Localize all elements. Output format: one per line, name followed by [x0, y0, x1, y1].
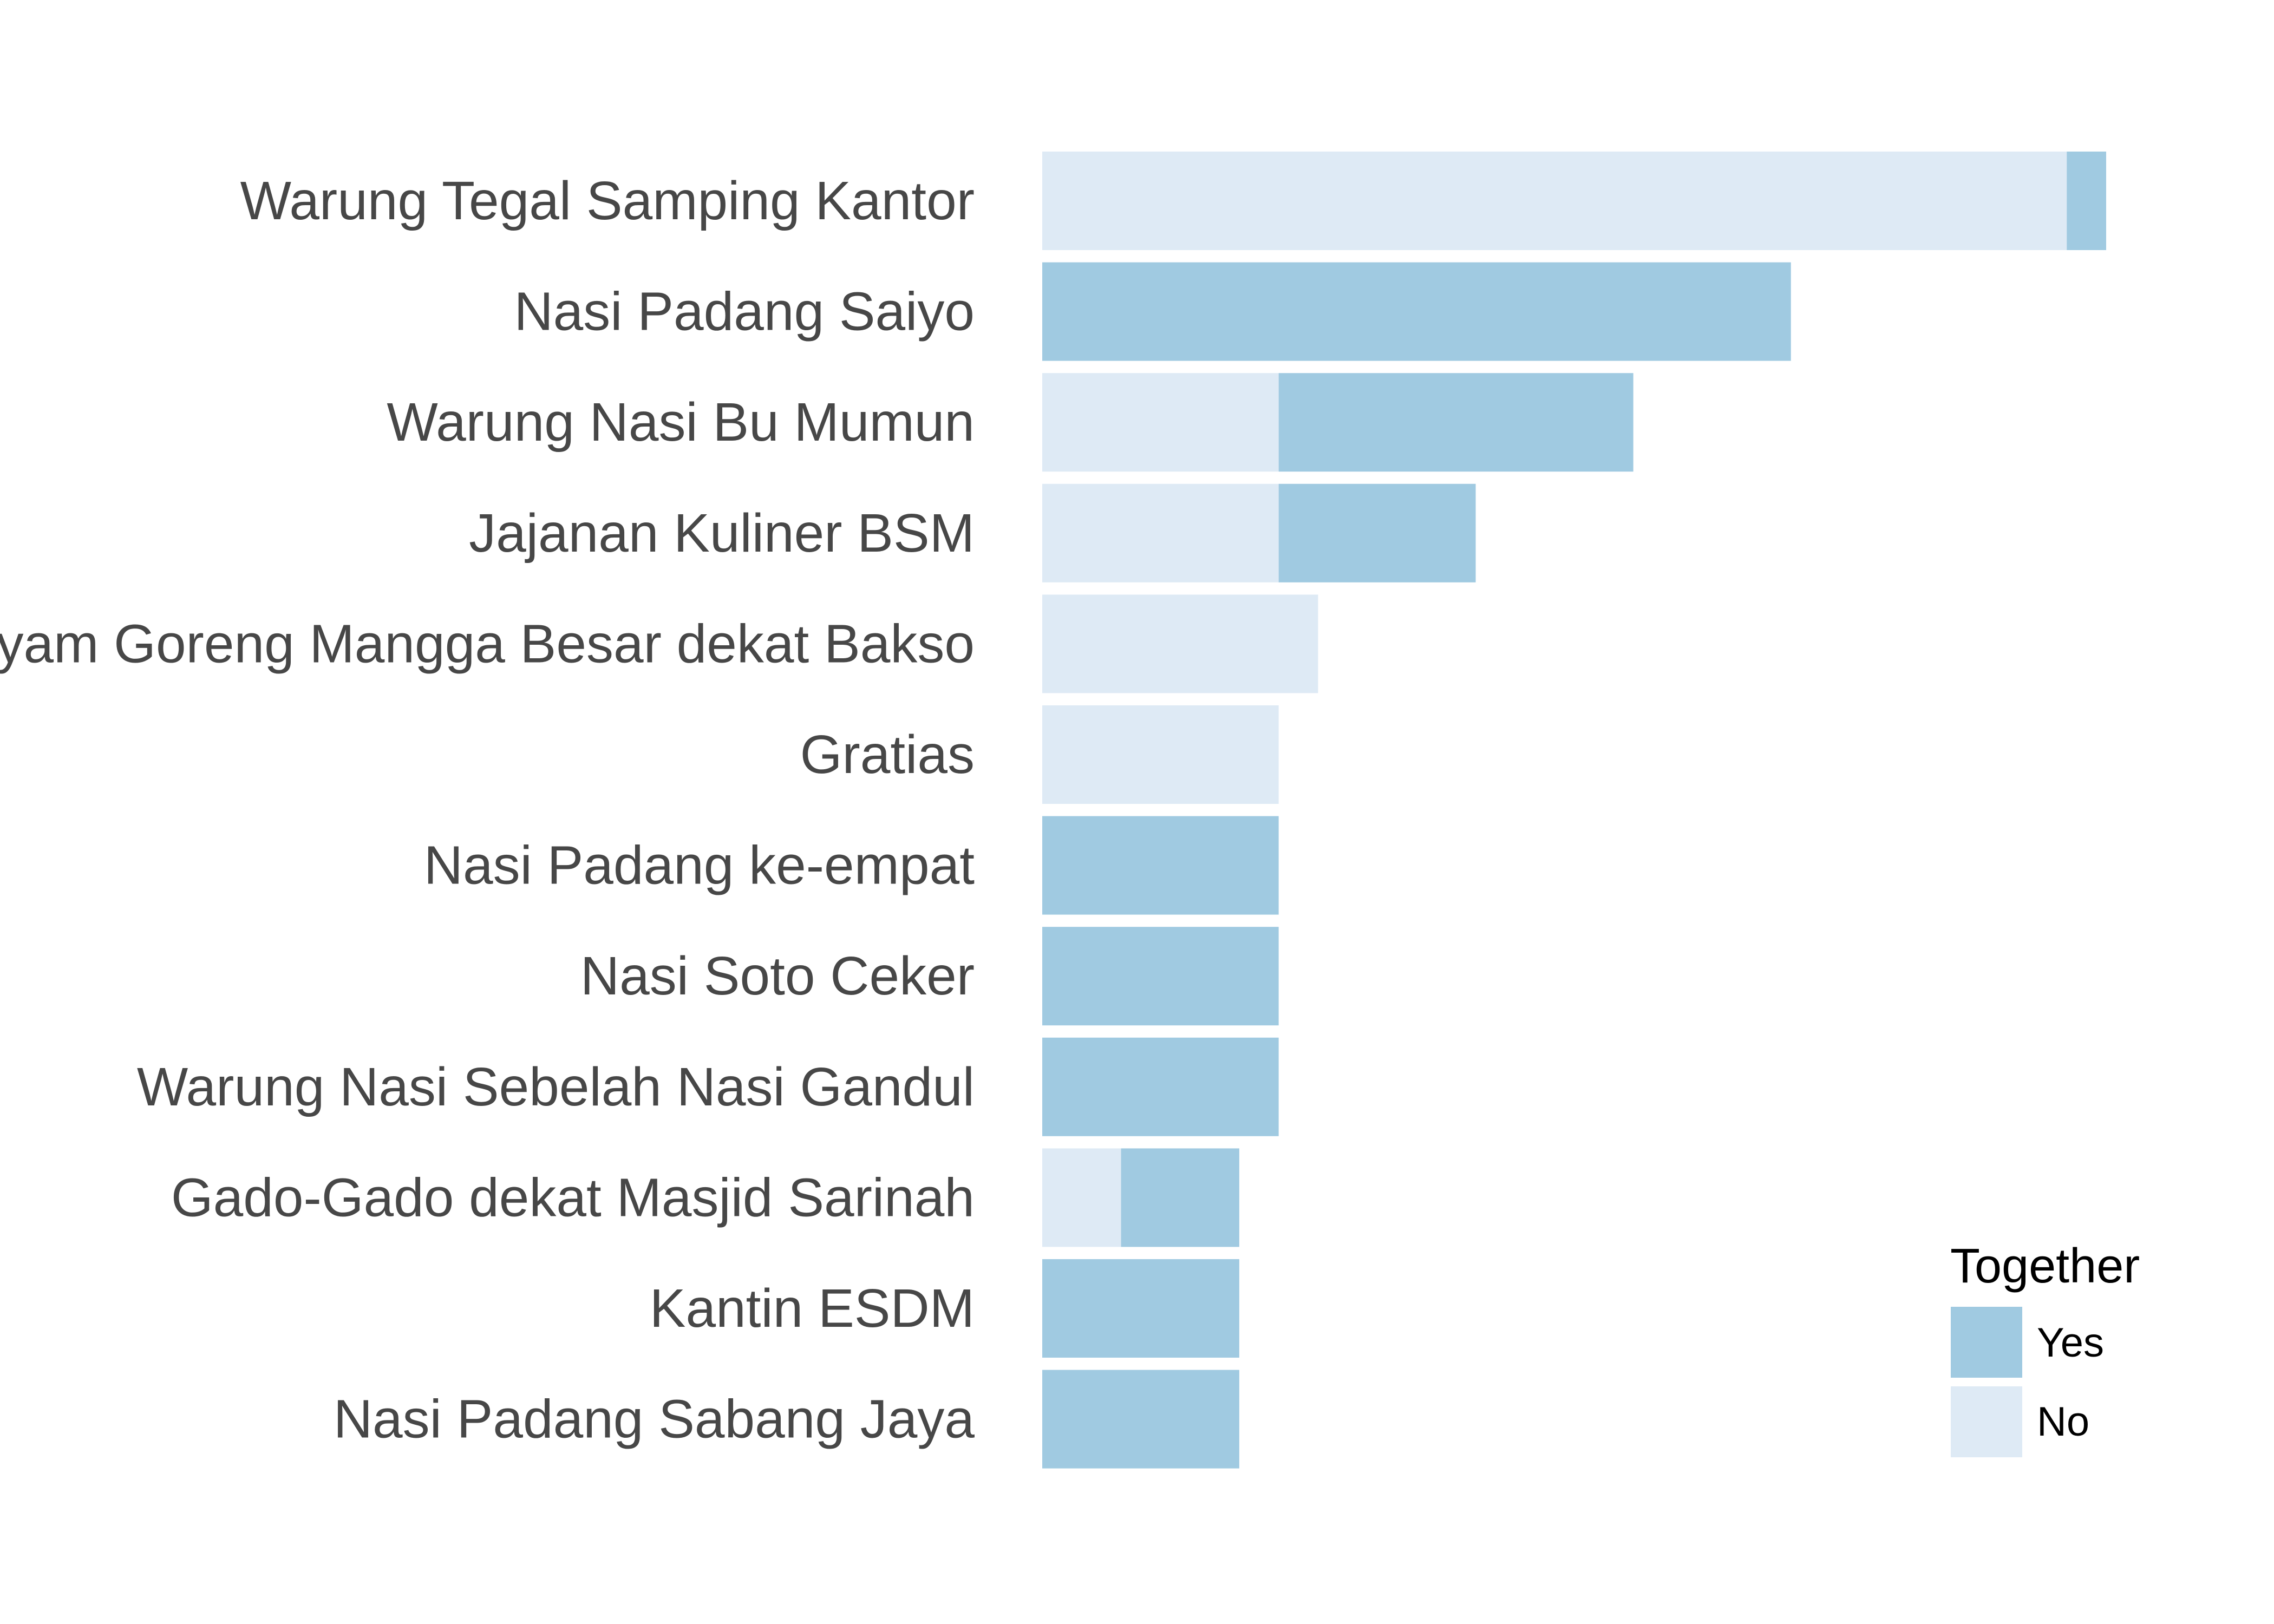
legend-label-no: No [2037, 1399, 2089, 1445]
bar-segment-yes [1042, 927, 1279, 1026]
bar-segment-yes [1042, 1259, 1239, 1358]
category-labels: Warung Tegal Samping Kantor Nasi Padang S… [0, 171, 975, 1450]
bar-segment-yes [1042, 1037, 1279, 1136]
bar-segment-no [1042, 705, 1279, 804]
bar-segment-yes [1042, 816, 1279, 915]
bar-segment-yes [2067, 152, 2106, 250]
bar-segment-yes [1042, 1370, 1239, 1469]
bar-segment-yes [1121, 1148, 1239, 1247]
category-label: Ayam Goreng Mangga Besar dekat Bakso [0, 613, 975, 674]
legend: Together Yes No [1950, 1239, 2140, 1457]
legend-swatch-yes [1951, 1307, 2022, 1378]
category-label: Warung Nasi Bu Mumun [387, 392, 975, 453]
bar-segment-yes [1278, 483, 1476, 582]
bar-segment-no [1042, 152, 2067, 250]
bar-segment-no [1042, 483, 1279, 582]
category-label: Gado-Gado dekat Masjid Sarinah [171, 1167, 975, 1228]
category-label: Nasi Padang ke-empat [424, 835, 975, 896]
category-label: Jajanan Kuliner BSM [469, 503, 975, 564]
category-label: Warung Tegal Samping Kantor [240, 171, 975, 231]
bar-segment-no [1042, 594, 1318, 693]
category-label: Kantin ESDM [650, 1278, 975, 1339]
category-label: Warung Nasi Sebelah Nasi Gandul [137, 1057, 975, 1117]
bars [1042, 152, 2106, 1469]
legend-swatch-no [1951, 1386, 2022, 1457]
bar-segment-no [1042, 1148, 1121, 1247]
bar-segment-no [1042, 373, 1279, 472]
legend-title: Together [1950, 1239, 2140, 1293]
category-label: Gratias [800, 724, 975, 785]
bar-segment-yes [1042, 262, 1791, 361]
category-label: Nasi Padang Saiyo [514, 281, 975, 342]
category-label: Nasi Soto Ceker [580, 946, 975, 1006]
legend-label-yes: Yes [2037, 1320, 2104, 1366]
category-label: Nasi Padang Sabang Jaya [334, 1389, 975, 1450]
bar-segment-yes [1278, 373, 1633, 472]
